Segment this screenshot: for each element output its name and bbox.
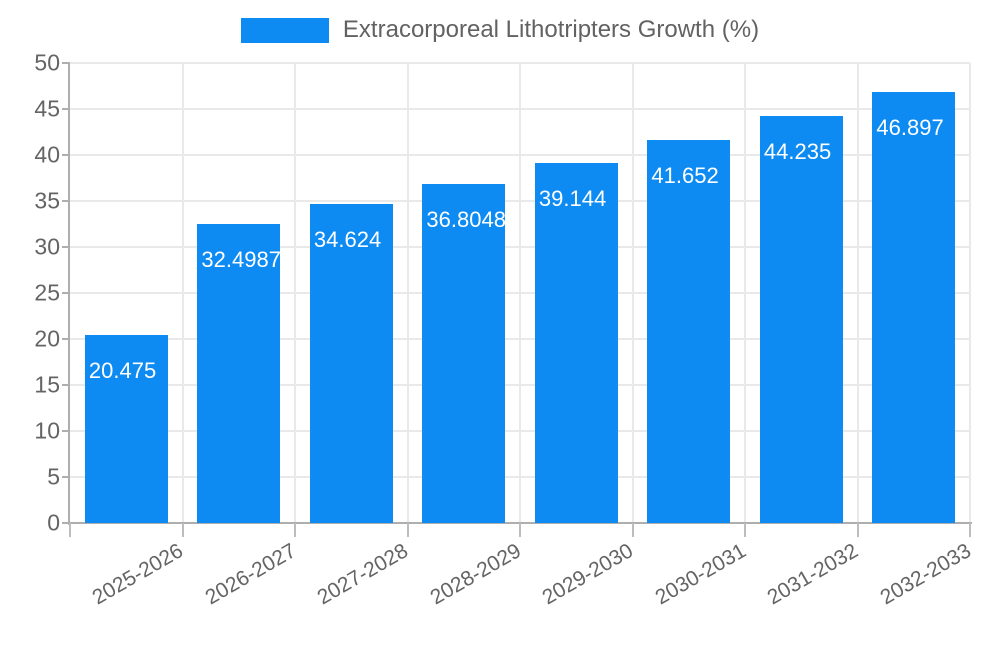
bar-value-label: 39.144: [538, 187, 607, 210]
gridline-vertical: [519, 63, 521, 523]
x-axis-tick-label: 2026-2027: [201, 539, 300, 610]
y-axis-tick-label: 45: [34, 95, 60, 122]
bar[interactable]: [759, 116, 843, 523]
bar-value-label: 34.624: [313, 229, 382, 252]
y-axis-tick: [62, 338, 70, 340]
chart-legend: Extracorporeal Lithotripters Growth (%): [0, 10, 1000, 50]
gridline-vertical: [181, 63, 184, 523]
bar-value-label: 44.235: [763, 141, 832, 164]
bar[interactable]: [534, 162, 618, 523]
y-axis-tick-labels: 0 5 10 15 20 25 30 35 40 45 50: [0, 0, 60, 600]
y-axis-tick: [62, 430, 70, 432]
bar-chart: Extracorporeal Lithotripters Growth (%) …: [0, 0, 1000, 609]
x-axis-tick: [856, 523, 859, 537]
y-axis-tick-label: 35: [34, 187, 60, 214]
y-axis-tick: [62, 476, 70, 478]
y-axis-tick-label: 5: [47, 463, 60, 490]
y-axis-tick: [62, 522, 70, 524]
y-axis-tick: [62, 200, 70, 202]
bar-value-label: 46.897: [876, 116, 944, 139]
y-axis-tick-label: 0: [47, 509, 60, 536]
bar-value-label: 36.80481: [426, 209, 506, 232]
y-axis-tick-label: 30: [34, 233, 60, 260]
y-axis-line: [68, 63, 70, 525]
bar-value-label: 32.49875: [201, 249, 281, 271]
bar-value-label: 20.475: [88, 359, 157, 382]
bar[interactable]: [422, 184, 506, 523]
bar[interactable]: [647, 139, 731, 523]
y-axis-tick-label: 50: [34, 49, 60, 76]
gridline-vertical: [406, 63, 409, 523]
x-axis-tick-label: 2031-2032: [763, 539, 863, 610]
x-axis-tick: [631, 523, 634, 537]
bar[interactable]: [309, 204, 393, 523]
x-axis-tick: [294, 523, 296, 537]
y-axis-tick-label: 25: [34, 279, 60, 306]
x-axis-tick-label: 2029-2030: [538, 539, 638, 610]
x-axis-tick: [406, 523, 409, 537]
x-axis-tick: [181, 523, 184, 537]
gridline-vertical: [856, 63, 859, 523]
x-axis-tick-label: 2027-2028: [313, 539, 413, 610]
legend-label: Extracorporeal Lithotripters Growth (%): [342, 16, 760, 43]
x-axis-tick: [519, 523, 521, 537]
x-axis-tick-label: 2032-2033: [876, 539, 975, 610]
bar[interactable]: [84, 334, 168, 523]
legend-swatch-icon: [240, 17, 329, 43]
y-axis-tick-label: 20: [34, 325, 60, 352]
gridline-vertical: [744, 63, 746, 523]
y-axis-tick: [62, 384, 70, 386]
gridline-vertical: [294, 63, 296, 523]
y-axis-tick: [62, 154, 70, 156]
y-axis-tick: [62, 292, 70, 294]
bars-layer: 20.475 32.49875 34.624 36.80481 39.144 41.652…: [70, 63, 975, 523]
x-axis-tick: [744, 523, 746, 537]
x-axis-tick: [969, 523, 971, 537]
y-axis-tick: [62, 62, 70, 64]
x-axis-tick-label: 2030-2031: [651, 539, 750, 610]
gridline-vertical: [631, 63, 634, 523]
x-axis-tick-label: 2028-2029: [426, 539, 525, 610]
y-axis-tick: [62, 246, 70, 248]
y-axis-tick: [62, 108, 70, 110]
y-axis-tick-label: 40: [34, 141, 60, 168]
y-axis-tick-label: 10: [34, 417, 60, 444]
bar[interactable]: [197, 224, 281, 523]
bar-value-label: 41.652: [651, 164, 719, 187]
y-axis-tick-label: 15: [34, 371, 60, 398]
gridline-vertical: [969, 63, 971, 523]
x-axis-tick: [69, 523, 71, 537]
bar[interactable]: [872, 91, 956, 523]
